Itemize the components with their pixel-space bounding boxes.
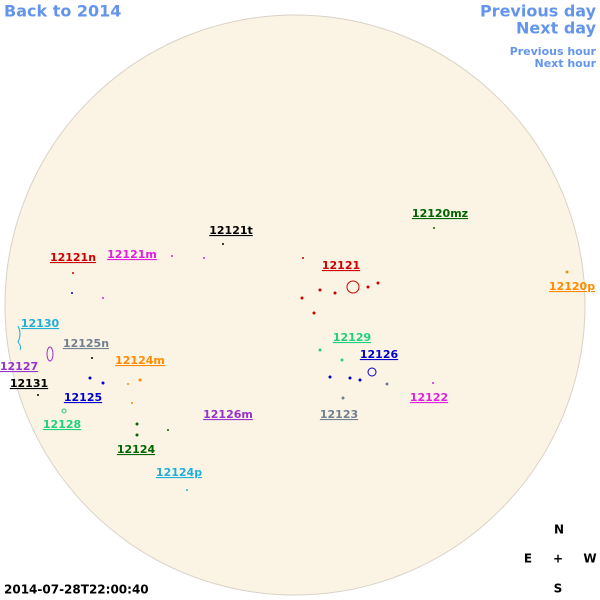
region-label[interactable]: 12129	[333, 331, 371, 344]
region-label[interactable]: 12123	[320, 408, 358, 421]
back-link[interactable]: Back to 2014	[4, 2, 121, 21]
spot	[135, 422, 139, 426]
solar-disk	[4, 14, 586, 596]
region-label[interactable]: 12125n	[63, 337, 109, 350]
previous-hour-link[interactable]: Previous hour	[510, 45, 597, 58]
spot	[222, 243, 224, 245]
spot	[71, 292, 73, 294]
spot	[328, 375, 332, 379]
spot	[318, 288, 322, 292]
spot	[302, 257, 304, 259]
spot	[385, 382, 389, 386]
spot	[565, 270, 569, 274]
spot	[366, 285, 370, 289]
region-label[interactable]: 12122	[410, 391, 448, 404]
next-day-link[interactable]: Next day	[516, 19, 597, 38]
region-label[interactable]: 12124p	[156, 466, 202, 479]
spot	[341, 396, 345, 400]
spot	[91, 357, 93, 359]
region-label[interactable]: 12126m	[203, 408, 253, 421]
spot	[433, 227, 435, 229]
spot	[300, 296, 304, 300]
region-labels: 12121t 12120mz 12121n 12121m 12121 12120…	[0, 207, 595, 479]
spot	[348, 376, 352, 380]
compass-south: S	[554, 582, 563, 596]
region-label[interactable]: 12120p	[549, 280, 595, 293]
spot	[127, 383, 129, 385]
spot	[346, 280, 360, 294]
compass: N E + W S	[524, 523, 597, 596]
spot	[72, 272, 74, 274]
spot	[138, 378, 142, 382]
spot	[333, 291, 337, 295]
spot	[171, 255, 173, 257]
spot	[367, 367, 377, 377]
spot	[102, 297, 104, 299]
region-label[interactable]: 12124	[117, 443, 156, 456]
region-label[interactable]: 12124m	[115, 354, 165, 367]
spot	[312, 311, 316, 315]
region-label[interactable]: 12128	[43, 418, 81, 431]
compass-center: +	[553, 552, 563, 566]
compass-east: E	[524, 552, 532, 566]
spot	[167, 429, 169, 431]
region-label[interactable]: 12127	[0, 360, 38, 373]
region-label[interactable]: 12131	[10, 377, 48, 390]
region-label[interactable]: 12126	[360, 348, 399, 361]
spot	[203, 257, 205, 259]
spot	[61, 408, 67, 414]
compass-west: W	[583, 552, 596, 566]
spot	[88, 376, 92, 380]
spot	[432, 382, 434, 384]
spot	[46, 346, 54, 362]
compass-north: N	[554, 523, 564, 537]
region-label[interactable]: 12121m	[107, 248, 157, 261]
region-label[interactable]: 12121	[322, 259, 360, 272]
region-label[interactable]: 12130	[21, 317, 60, 330]
region-label[interactable]: 12121t	[209, 224, 253, 237]
spot	[135, 433, 139, 437]
timestamp: 2014-07-28T22:00:40	[4, 583, 149, 597]
spot	[131, 402, 133, 404]
spot	[340, 358, 344, 362]
spot	[318, 348, 322, 352]
spot	[37, 394, 39, 396]
spot	[376, 281, 380, 285]
previous-day-link[interactable]: Previous day	[480, 2, 597, 21]
spot	[186, 489, 188, 491]
region-label[interactable]: 12125	[64, 391, 102, 404]
next-hour-link[interactable]: Next hour	[535, 57, 597, 70]
region-label[interactable]: 12120mz	[412, 207, 468, 220]
sunspots	[17, 227, 569, 491]
spot	[358, 378, 362, 382]
region-label[interactable]: 12121n	[50, 251, 96, 264]
spot	[17, 325, 22, 351]
spot	[101, 381, 105, 385]
